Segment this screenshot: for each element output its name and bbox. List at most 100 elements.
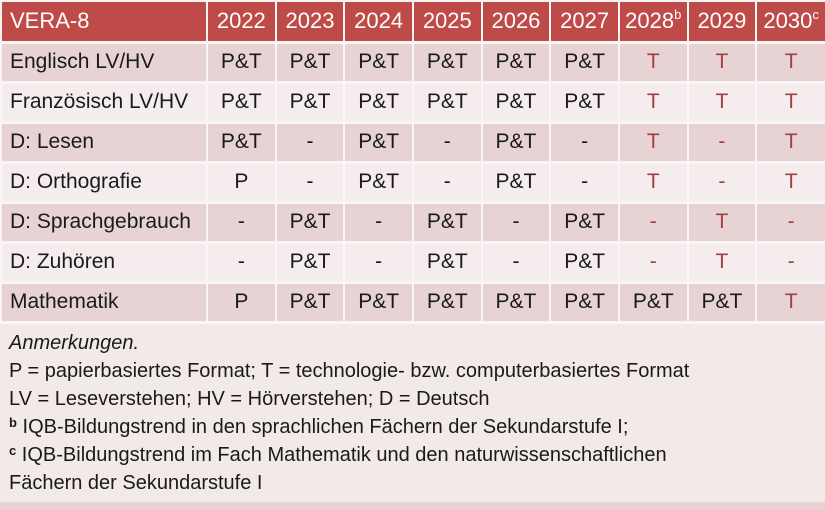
table-row-d-sprachgebrauch: D: Sprachgebrauch - P&T - P&T - P&T - T … <box>0 202 825 244</box>
row-label: D: Zuhören <box>0 242 208 284</box>
table-header-row: VERA-8 2022 2023 2024 2025 2026 2027 202… <box>0 0 825 44</box>
year-header-2025: 2025 <box>412 0 483 44</box>
year-header-2023: 2023 <box>275 0 346 44</box>
format-cell: P&T <box>412 82 483 124</box>
format-cell: P&T <box>344 282 414 324</box>
format-cell: T <box>687 202 758 244</box>
row-label: D: Sprachgebrauch <box>0 202 208 244</box>
format-cell: T <box>618 162 689 204</box>
footnote-c: c IQB-Bildungstrend im Fach Mathematik u… <box>9 441 816 469</box>
footnote-c-text-line2: Fächern der Sekundarstufe I <box>9 471 263 494</box>
notes-abbreviation-legend: LV = Leseverstehen; HV = Hörverstehen; D… <box>9 387 490 410</box>
format-cell: - <box>756 202 825 244</box>
footnote-c-text-line1: IQB-Bildungstrend im Fach Mathematik und… <box>21 443 667 466</box>
format-cell: T <box>756 42 825 84</box>
footnote-b-marker: b <box>9 414 17 430</box>
format-cell: P&T <box>481 42 552 84</box>
format-cell: P&T <box>412 202 483 244</box>
format-cell: - <box>412 122 483 164</box>
format-cell: - <box>275 162 346 204</box>
format-cell: T <box>618 42 689 84</box>
format-cell: - <box>687 162 758 204</box>
format-cell: - <box>618 242 689 284</box>
format-cell: P&T <box>275 242 346 284</box>
year-header-2029: 2029 <box>687 0 758 44</box>
footnote-b-marker-header: b <box>674 7 682 23</box>
format-cell: T <box>756 122 825 164</box>
format-cell: T <box>756 162 825 204</box>
format-cell: T <box>687 242 758 284</box>
format-cell: T <box>618 82 689 124</box>
format-cell: P&T <box>550 202 620 244</box>
table-title-cell: VERA-8 <box>0 0 208 44</box>
row-label: Französisch LV/HV <box>0 82 208 124</box>
row-label: D: Orthografie <box>0 162 208 204</box>
format-cell: T <box>618 122 689 164</box>
footnote-c-marker-header: c <box>812 7 819 23</box>
format-cell: P&T <box>412 42 483 84</box>
format-cell: P&T <box>344 122 414 164</box>
format-cell: P&T <box>275 42 346 84</box>
format-cell: P&T <box>550 242 620 284</box>
format-cell: - <box>481 202 552 244</box>
format-cell: P&T <box>687 282 758 324</box>
format-cell: - <box>687 122 758 164</box>
format-cell: P&T <box>275 82 346 124</box>
table-row-d-zuhoeren: D: Zuhören - P&T - P&T - P&T - T - <box>0 242 825 284</box>
format-cell: P <box>207 162 277 204</box>
format-cell: P&T <box>344 162 414 204</box>
format-cell: P&T <box>275 202 346 244</box>
format-cell: - <box>481 242 552 284</box>
footnote-c-marker: c <box>9 442 17 458</box>
format-cell: P <box>207 282 277 324</box>
row-label: Englisch LV/HV <box>0 42 208 84</box>
year-header-2027: 2027 <box>550 0 620 44</box>
notes-format-legend: P = papierbasiertes Format; T = technolo… <box>9 359 690 382</box>
table-row-englisch: Englisch LV/HV P&T P&T P&T P&T P&T P&T T… <box>0 42 825 84</box>
bottom-band <box>0 501 825 510</box>
format-cell: P&T <box>550 282 620 324</box>
table-row-d-orthografie: D: Orthografie P - P&T - P&T - T - T <box>0 162 825 204</box>
format-cell: P&T <box>275 282 346 324</box>
vera8-schedule-table: VERA-8 2022 2023 2024 2025 2026 2027 202… <box>0 0 825 324</box>
format-cell: - <box>412 162 483 204</box>
table-row-d-lesen: D: Lesen P&T - P&T - P&T - T - T <box>0 122 825 164</box>
format-cell: P&T <box>481 162 552 204</box>
format-cell: T <box>756 82 825 124</box>
format-cell: - <box>275 122 346 164</box>
year-header-2028: 2028b <box>618 0 689 44</box>
notes-section: Anmerkungen. P = papierbasiertes Format;… <box>0 323 825 502</box>
format-cell: - <box>207 202 277 244</box>
year-header-2024: 2024 <box>344 0 414 44</box>
format-cell: P&T <box>412 242 483 284</box>
format-cell: - <box>550 122 620 164</box>
format-cell: - <box>344 242 414 284</box>
format-cell: P&T <box>618 282 689 324</box>
format-cell: T <box>687 82 758 124</box>
format-cell: P&T <box>481 282 552 324</box>
row-label: Mathematik <box>0 282 208 324</box>
format-cell: - <box>207 242 277 284</box>
footnote-b: b IQB-Bildungstrend in den sprachlichen … <box>9 413 816 441</box>
format-cell: P&T <box>344 82 414 124</box>
format-cell: P&T <box>207 122 277 164</box>
table-row-franzoesisch: Französisch LV/HV P&T P&T P&T P&T P&T P&… <box>0 82 825 124</box>
footnote-b-text: IQB-Bildungstrend in den sprachlichen Fä… <box>22 415 629 438</box>
format-cell: P&T <box>344 42 414 84</box>
format-cell: P&T <box>550 42 620 84</box>
format-cell: T <box>756 282 825 324</box>
format-cell: T <box>687 42 758 84</box>
format-cell: - <box>344 202 414 244</box>
year-header-2026: 2026 <box>481 0 552 44</box>
notes-title: Anmerkungen. <box>9 331 140 354</box>
format-cell: P&T <box>412 282 483 324</box>
format-cell: - <box>550 162 620 204</box>
format-cell: P&T <box>481 122 552 164</box>
year-header-2022: 2022 <box>207 0 277 44</box>
format-cell: - <box>618 202 689 244</box>
row-label: D: Lesen <box>0 122 208 164</box>
format-cell: - <box>756 242 825 284</box>
format-cell: P&T <box>207 82 277 124</box>
format-cell: P&T <box>550 82 620 124</box>
table-row-mathematik: Mathematik P P&T P&T P&T P&T P&T P&T P&T… <box>0 282 825 324</box>
